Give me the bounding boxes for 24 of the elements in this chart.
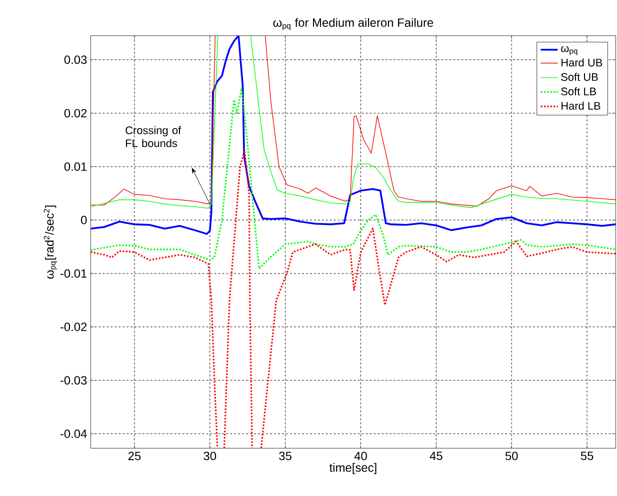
legend-label: Soft LB bbox=[561, 87, 596, 96]
y-tick-label: -0.04 bbox=[60, 430, 87, 438]
y-tick-label: -0.02 bbox=[60, 322, 87, 332]
legend-label: ω$_{pq}$ bbox=[561, 46, 578, 56]
x-tick-label: 55 bbox=[580, 452, 594, 460]
y-axis-title: ω$_{pq}$[rad$^{2}$/sec$^{2}$] bbox=[44, 206, 58, 279]
legend-label: Soft UB bbox=[561, 72, 598, 81]
legend-label: Hard LB bbox=[562, 102, 600, 110]
legend-label: Hard UB bbox=[562, 58, 602, 66]
y-tick-label: -0.01 bbox=[60, 269, 87, 278]
x-tick-label: 30 bbox=[204, 452, 216, 460]
chart-title: ω$_{pq}$ for Medium aileron Failure bbox=[273, 18, 434, 30]
y-tick-label: 0.02 bbox=[64, 108, 87, 118]
annotation: Crossing of FL bounds bbox=[126, 126, 182, 148]
x-tick-label: 35 bbox=[279, 452, 292, 460]
x-tick-label: 50 bbox=[505, 452, 518, 460]
y-tick-label: -0.03 bbox=[60, 376, 87, 385]
x-axis-title: time[sec] bbox=[329, 463, 376, 474]
y-tick-label: 0.03 bbox=[64, 56, 87, 64]
x-tick-label: 25 bbox=[128, 452, 141, 460]
y-tick-label: 0 bbox=[81, 216, 87, 224]
x-tick-label: 45 bbox=[430, 452, 442, 460]
y-tick-label: 0.01 bbox=[64, 162, 87, 171]
x-tick-label: 40 bbox=[354, 452, 367, 460]
